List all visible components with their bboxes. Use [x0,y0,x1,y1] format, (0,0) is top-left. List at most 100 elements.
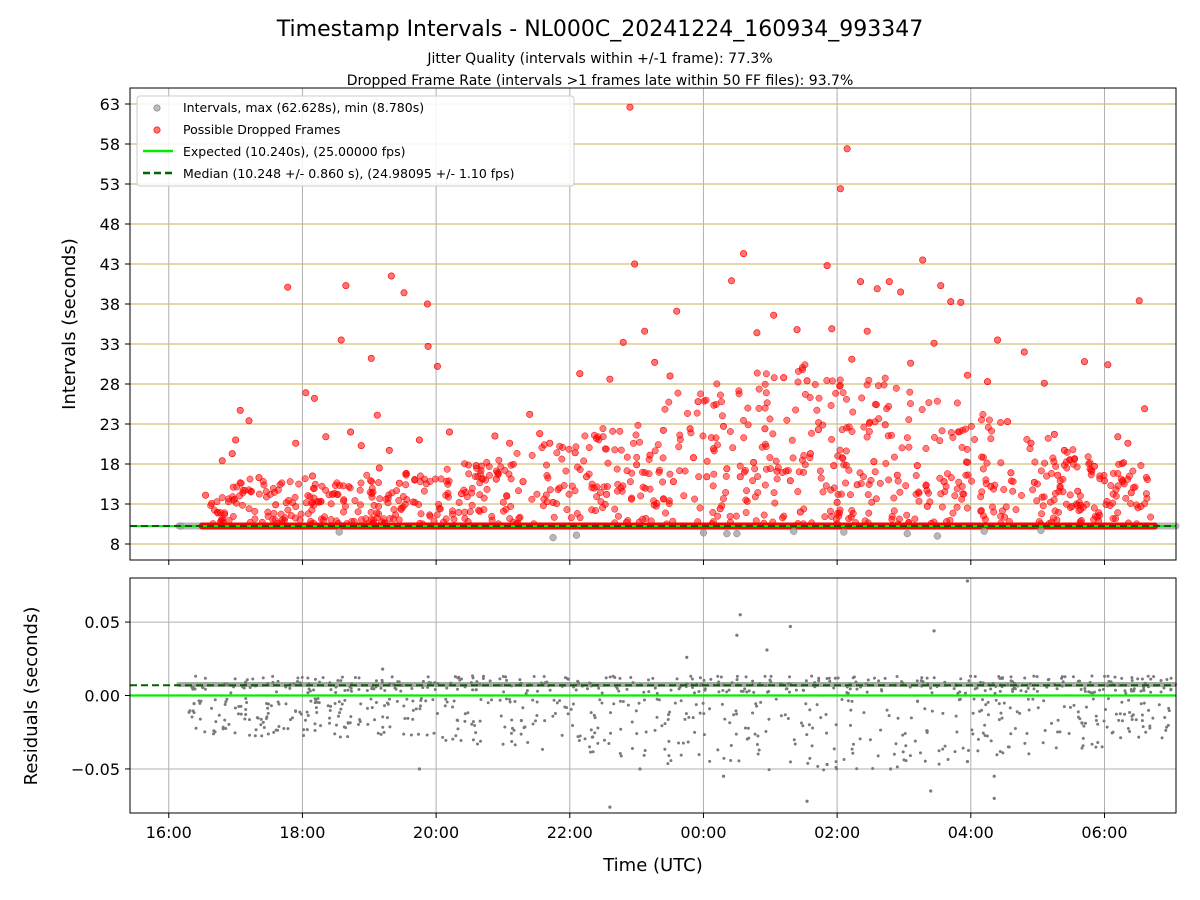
dropped-frame-cloud-point [297,510,305,518]
dropped-frame-cloud-point [1134,504,1142,512]
intervals-ytick-label-8: 48 [100,215,120,234]
residual-point [941,711,945,715]
residual-point [1023,741,1027,745]
residual-point [474,731,478,735]
residual-point [426,675,430,679]
residual-point [1009,675,1013,679]
residual-point [708,707,712,711]
dropped-frame-cloud-point [1129,484,1137,492]
dropped-frame-cloud-point [460,486,468,494]
residual-point [190,685,194,689]
dropped-frame-cloud-point [542,491,550,499]
residual-point [983,689,987,693]
dropped-frame-cloud-point [1044,434,1052,442]
dropped-frame-cloud-point [292,503,300,511]
residual-point [1162,686,1166,690]
dropped-frame-cloud-point [890,494,898,502]
residual-point [833,676,837,680]
residual-point [689,674,693,678]
dropped-frame-cloud-point [882,460,890,467]
residual-point [417,732,421,736]
dropped-frame-cloud-point [665,500,673,507]
dropped-frame-cloud-point [755,404,763,412]
residual-point [455,687,459,691]
residual-point [1132,689,1136,693]
dropped-frame-cloud-point [375,479,382,487]
legend-median-label: Median (10.248 +/- 0.860 s), (24.98095 +… [183,166,514,181]
residual-point [1142,688,1146,692]
residual-point [1103,674,1107,678]
residuals-ytick-label-1: 0.00 [84,687,120,706]
dropped-frame-cloud-point [769,518,777,526]
dropped-frame-point-49 [780,374,788,382]
residual-point [677,741,681,745]
residual-point [558,699,562,703]
residual-point [247,718,251,722]
residual-point [609,711,613,715]
dropped-frame-cloud-point [717,391,724,399]
residual-point [1006,745,1010,749]
legend-box [136,95,575,187]
residual-point [337,700,341,704]
residual-point [314,706,318,710]
dropped-frame-point-4 [292,439,300,447]
interval-point-1 [335,528,343,536]
xtick-label-6: 04:00 [948,823,994,842]
dropped-frame-cloud-point [546,486,554,494]
residual-point [1006,683,1010,687]
dropped-frame-point-36 [651,358,659,366]
dropped-frame-cloud-point [978,488,986,496]
residual-point [655,715,659,719]
residual-point [1084,705,1088,709]
residual-point [991,681,995,685]
dropped-frame-cloud-point [308,499,315,507]
residual-point [298,710,302,714]
dropped-frame-point-65 [919,256,927,264]
residual-point [655,697,659,701]
dropped-frame-cloud-point [722,472,730,480]
residual-point [727,688,731,692]
residual-point [525,689,529,693]
residual-point [244,712,248,716]
residual-point [353,676,357,680]
residual-point [1140,713,1144,717]
residual-point [552,698,556,702]
dropped-frame-cloud-point [1039,502,1047,510]
residual-point [1027,708,1031,712]
dropped-frame-cloud-point [836,446,844,454]
dropped-frame-cloud-point [646,485,654,493]
residual-point [1001,751,1005,755]
residual-point [571,702,575,706]
dropped-frame-cloud-point [905,416,913,424]
intervals-ytick-label-10: 58 [100,135,120,154]
dropped-frame-point-73 [1004,418,1012,426]
residual-point [406,716,410,720]
residual-point [753,732,757,736]
residual-point [1139,689,1143,693]
residual-point [244,707,248,711]
residual-point [600,691,604,695]
residual-point [883,676,887,680]
residual-point [596,741,600,745]
residual-point [851,751,855,755]
residual-point [1091,697,1095,701]
residual-point [233,731,237,735]
dropped-frame-cloud-point [415,501,423,508]
dropped-frame-cloud-point [622,518,630,526]
dropped-frame-cloud-point [762,443,770,450]
residual-point [194,674,198,678]
residual-point [349,715,353,719]
dropped-frame-cloud-point [623,453,631,461]
residual-point [1036,706,1040,710]
residuals-reference-lines [130,684,1176,697]
residual-point [499,683,503,687]
dropped-frame-cloud-point [903,511,911,519]
dropped-frame-cloud-point [247,488,255,496]
dropped-frame-cloud-point [860,473,867,481]
dropped-frame-cloud-point [951,492,959,500]
residual-point [730,681,734,685]
dropped-frame-cloud-point [762,465,770,473]
residuals-points [187,579,1173,809]
dropped-frame-cloud-point [321,513,328,521]
residual-point [411,699,415,703]
